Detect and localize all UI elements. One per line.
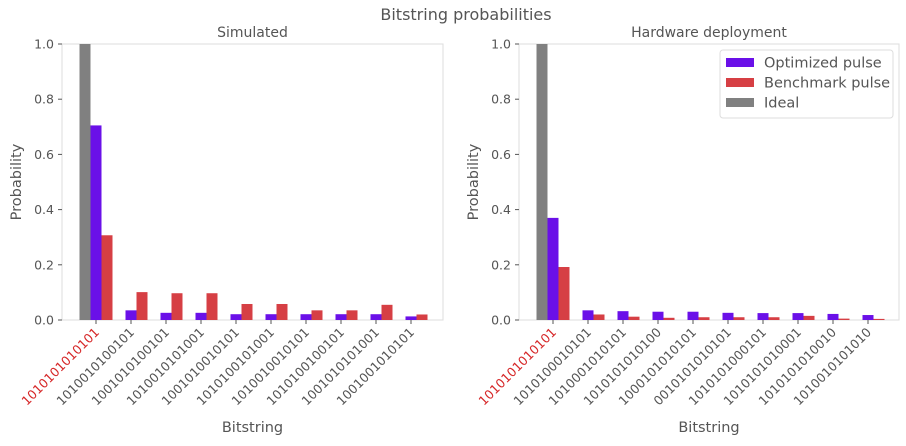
y-tick-label: 0.2: [491, 257, 511, 272]
bar-optimized-pulse: [90, 125, 102, 320]
bar-benchmark-pulse: [206, 293, 218, 320]
bar-ideal: [79, 44, 91, 320]
bar-ideal: [536, 44, 548, 320]
bar-benchmark-pulse: [276, 303, 288, 320]
bar-optimized-pulse: [405, 316, 417, 320]
bar-benchmark-pulse: [311, 310, 323, 320]
y-axis-label: Probability: [9, 143, 25, 220]
y-tick-label: 0.6: [34, 147, 54, 162]
bar-optimized-pulse: [722, 312, 734, 320]
simulated-chart: Simulated0.00.20.40.60.81.0Probability10…: [9, 25, 444, 436]
bar-optimized-pulse: [792, 313, 804, 320]
legend-label: Benchmark pulse: [764, 76, 890, 92]
bar-optimized-pulse: [582, 310, 594, 320]
bar-benchmark-pulse: [136, 292, 148, 320]
bar-benchmark-pulse: [628, 316, 640, 320]
bar-benchmark-pulse: [873, 318, 885, 320]
bar-benchmark-pulse: [241, 303, 253, 320]
bar-optimized-pulse: [265, 314, 277, 320]
legend-box: [719, 49, 894, 119]
y-tick-label: 1.0: [34, 37, 54, 52]
bar-benchmark-pulse: [663, 317, 675, 320]
bar-benchmark-pulse: [593, 314, 605, 320]
bar-optimized-pulse: [617, 311, 629, 320]
y-tick-label: 0.8: [491, 92, 511, 107]
y-tick-label: 0.6: [491, 147, 511, 162]
bar-benchmark-pulse: [838, 318, 850, 320]
y-tick-label: 0.8: [34, 92, 54, 107]
y-tick-label: 0.4: [491, 202, 511, 217]
bar-benchmark-pulse: [381, 304, 393, 320]
bar-benchmark-pulse: [101, 235, 113, 320]
plot-frame: [61, 43, 444, 321]
legend-label: Optimized pulse: [764, 56, 882, 72]
bar-optimized-pulse: [687, 311, 699, 320]
y-tick-label: 0.4: [34, 202, 54, 217]
bar-benchmark-pulse: [698, 317, 710, 320]
bar-benchmark-pulse: [558, 267, 570, 320]
bar-optimized-pulse: [300, 314, 312, 320]
x-axis-label: Bitstring: [678, 420, 739, 436]
bar-optimized-pulse: [195, 312, 207, 320]
chart-title: Simulated: [217, 25, 288, 41]
y-axis-label: Probability: [466, 143, 482, 220]
chart-title: Hardware deployment: [631, 25, 787, 41]
y-tick-label: 0.0: [34, 313, 54, 328]
bar-benchmark-pulse: [768, 317, 780, 320]
bar-optimized-pulse: [827, 313, 839, 320]
bar-optimized-pulse: [160, 312, 172, 320]
legend-swatch: [726, 58, 754, 67]
bar-optimized-pulse: [230, 314, 242, 320]
bar-optimized-pulse: [862, 315, 874, 320]
figure-title: Bitstring probabilities: [380, 5, 551, 24]
bar-optimized-pulse: [547, 217, 559, 320]
y-tick-label: 1.0: [491, 37, 511, 52]
bar-optimized-pulse: [125, 310, 137, 320]
legend-label: Ideal: [764, 96, 799, 112]
legend: Optimized pulse Benchmark pulse Ideal: [719, 49, 894, 119]
x-axis-label: Bitstring: [222, 420, 283, 436]
bar-benchmark-pulse: [803, 315, 815, 320]
bar-benchmark-pulse: [346, 310, 358, 320]
hardware-chart: Hardware deployment 0.0 0.2 0.4 0.6 0.8 1.0 Pro…: [466, 25, 900, 436]
bar-optimized-pulse: [652, 311, 664, 320]
bar-benchmark-pulse: [416, 314, 428, 320]
bar-benchmark-pulse: [171, 293, 183, 320]
y-tick-label: 0.2: [34, 257, 54, 272]
bar-benchmark-pulse: [733, 317, 745, 320]
bar-optimized-pulse: [335, 314, 347, 320]
y-tick-label: 0.0: [491, 313, 511, 328]
bar-optimized-pulse: [370, 314, 382, 320]
legend-swatch: [726, 78, 754, 87]
legend-swatch: [726, 98, 754, 107]
bar-optimized-pulse: [757, 313, 769, 320]
